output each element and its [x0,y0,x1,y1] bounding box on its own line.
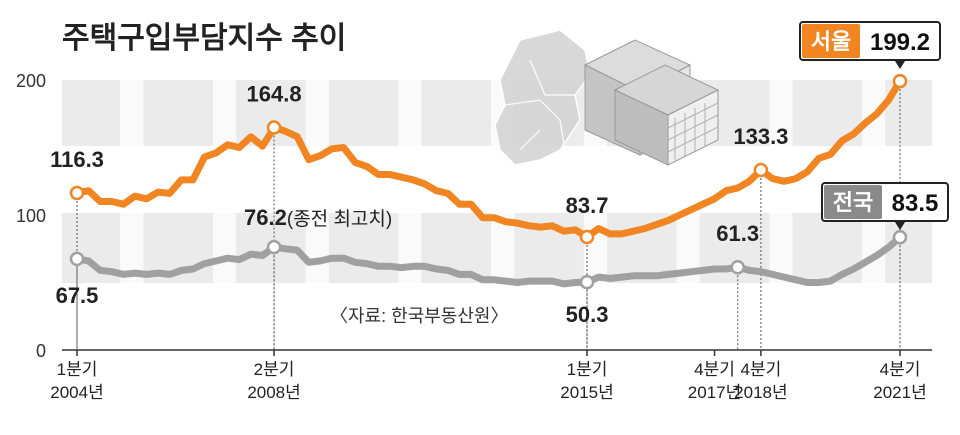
source-note: 〈자료: 한국부동산원〉 [330,306,508,326]
y-axis: 0 100 200 [16,71,46,361]
x-tick-year: 2008년 [247,383,300,402]
chart-title: 주택구입부담지수 추이 [62,22,346,55]
x-tick-quarter: 4분기 [694,360,735,379]
x-tick-year: 2004년 [50,383,103,402]
series-line-national [73,233,904,288]
x-tick-quarter: 4분기 [880,360,921,379]
data-label-note: (종전 최고치) [287,208,392,230]
badge-latest-value: 83.5 [892,190,939,217]
y-tick-label: 200 [16,71,46,91]
x-tick-quarter: 1분기 [57,360,98,379]
x-tick-year: 2015년 [560,383,613,402]
marker-drop-lines [76,81,901,350]
data-point-marker [753,162,769,178]
badge-latest-value: 199.2 [870,29,930,56]
data-markers [69,73,908,290]
x-tick-quarter: 1분기 [567,360,608,379]
badge-national: 전국 83.5 [821,182,949,230]
apartment-building-illustration [583,39,720,166]
data-point-marker [69,251,85,267]
x-axis: 1분기2004년2분기2008년1분기2015년4분기2017년4분기2018년… [50,350,927,402]
data-label: 116.3 [50,147,104,172]
latest-value-badges: 서울 199.2 전국 83.5 [799,21,949,230]
data-point-marker [266,120,282,135]
latest-point-marker [892,230,908,245]
badge-pointer [895,222,905,230]
data-label: 50.3 [566,302,609,327]
x-tick-year: 2017년 [688,383,741,402]
year-column-stripe [398,80,422,350]
data-label: 83.7 [566,193,609,218]
x-tick-quarter: 4분기 [741,360,782,379]
x-tick-year: 2018년 [734,383,787,402]
y-tick-label: 0 [36,341,46,361]
badge-seoul: 서울 199.2 [799,21,941,69]
year-column-stripe [769,80,793,350]
data-label: 133.3 [733,124,788,149]
year-column-stripe [212,80,237,350]
year-column-stripe [120,80,144,350]
data-label: 76.2(종전 최고치) [244,205,392,230]
data-label: 67.5 [56,283,99,308]
x-tick-quarter: 2분기 [254,360,295,379]
badge-pointer [895,61,905,69]
year-column-stripe [305,80,329,350]
data-label: 164.8 [247,82,302,107]
data-point-marker [730,259,745,275]
korea-map-illustration [494,29,591,166]
badge-name-bg [824,185,882,219]
data-point-marker [69,185,85,201]
data-label: 61.3 [716,221,759,246]
data-point-marker [579,274,595,290]
data-point-marker [579,229,595,245]
data-point-marker [266,239,282,255]
data-labels: 116.3 164.8 83.7 133.3 67.5 76.2(종전 최고치) 50.3 6… [50,82,788,328]
badge-series-name: 서울 [811,29,851,54]
badge-name-bg [802,24,860,58]
latest-point-marker [892,73,908,89]
y-tick-label: 100 [16,206,46,226]
x-tick-year: 2021년 [873,383,926,402]
badge-series-name: 전국 [833,190,873,215]
